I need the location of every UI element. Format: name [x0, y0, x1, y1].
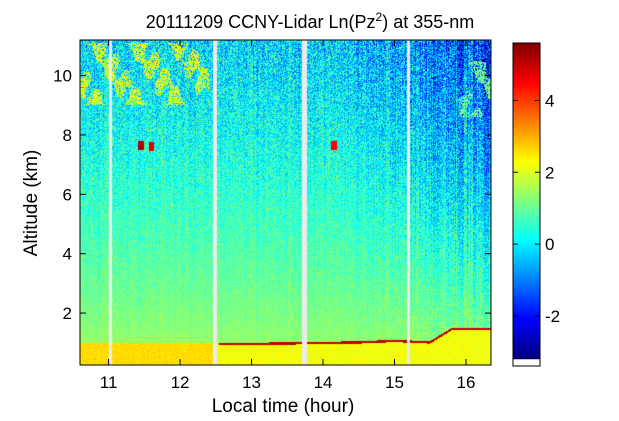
y-tick-label: 6 — [63, 185, 72, 204]
chart-title: 20111209 CCNY-Lidar Ln(Pz2) at 355-nm — [146, 10, 475, 32]
colorbar-frame — [512, 42, 541, 367]
backscatter-heatmap — [80, 40, 491, 365]
x-axis-label: Local time (hour) — [212, 396, 355, 417]
y-tick-label: 2 — [63, 304, 72, 323]
x-tick-label: 16 — [457, 373, 476, 392]
colorbar-tick-label: 2 — [545, 163, 554, 182]
colorbar-tick-label: 4 — [545, 91, 554, 110]
colorbar-tick-label: -2 — [545, 307, 560, 326]
x-tick-label: 13 — [242, 373, 261, 392]
y-tick-label: 8 — [63, 126, 72, 145]
colorbar-axis: -2 0 2 4 — [513, 91, 560, 326]
y-axis: 2 4 6 8 10 — [53, 67, 491, 323]
colorbar-gradient — [513, 43, 540, 359]
y-axis-label: Altitude (km) — [21, 150, 42, 257]
x-axis: 11 12 13 14 15 16 — [100, 40, 476, 392]
colorbar-tick-label: 0 — [545, 235, 554, 254]
colorbar-under-swatch — [512, 358, 541, 367]
y-tick-label: 10 — [53, 67, 72, 86]
colorbar: -2 0 2 4 — [512, 42, 560, 367]
y-tick-label: 4 — [63, 245, 72, 264]
x-tick-label: 15 — [385, 373, 404, 392]
x-tick-label: 14 — [314, 373, 333, 392]
chart-title-superscript: 2 — [376, 10, 383, 24]
x-tick-label: 12 — [171, 373, 190, 392]
plot-area: 11 12 13 14 15 16 2 4 6 8 10 — [53, 39, 492, 392]
x-tick-label: 11 — [100, 373, 118, 392]
plot-frame — [79, 39, 492, 366]
